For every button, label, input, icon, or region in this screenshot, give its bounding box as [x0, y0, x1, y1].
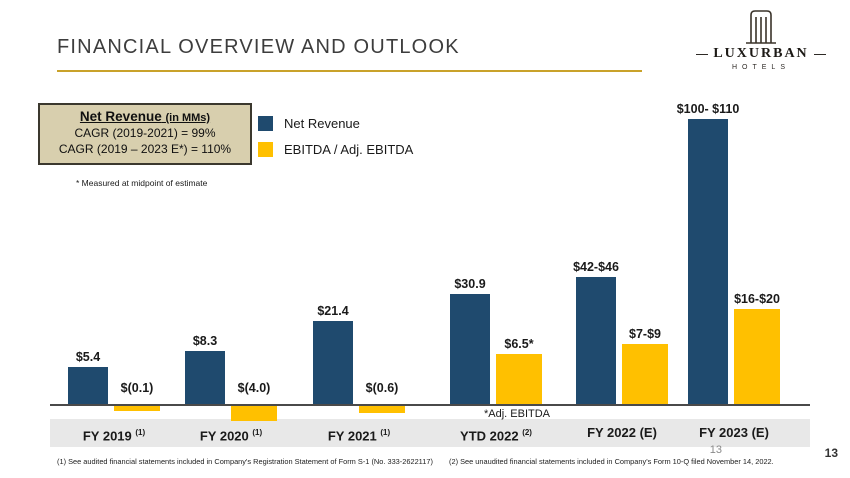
ebitda-swatch [258, 142, 273, 157]
net-revenue-bar [576, 277, 616, 404]
info-box-heading-main: Net Revenue [79, 109, 162, 124]
ebitda-bar [622, 344, 668, 404]
luxurban-logo: LUXURBAN HOTELS [686, 6, 836, 71]
legend-label-net-revenue: Net Revenue [284, 116, 360, 131]
legend-item-ebitda: EBITDA / Adj. EBITDA [258, 142, 413, 157]
net-revenue-value-label: $21.4 [317, 304, 349, 318]
ebitda-value-label: $6.5* [504, 337, 534, 351]
ebitda-bar [734, 309, 780, 404]
chart-legend: Net Revenue EBITDA / Adj. EBITDA [258, 116, 413, 168]
category-label: FY 2022 (E) [587, 425, 657, 440]
bar-group: $100- $110 $16-$20 [677, 95, 780, 425]
net-revenue-bar [68, 367, 108, 404]
bar-group: $30.9 $6.5* [450, 95, 542, 425]
estimate-footnote: * Measured at midpoint of estimate [76, 178, 208, 188]
ebitda-bar [231, 406, 277, 421]
net-revenue-bar [313, 321, 353, 404]
ebitda-value-label: $(0.1) [120, 381, 154, 395]
net-revenue-value-label: $100- $110 [676, 102, 740, 116]
bar-group: $42-$46 $7-$9 [573, 95, 668, 425]
legend-item-net-revenue: Net Revenue [258, 116, 413, 131]
page-number-secondary: 13 [709, 444, 722, 456]
logo-tagline: HOTELS [731, 64, 790, 71]
net-revenue-bar [185, 351, 225, 404]
logo-rule-right [813, 53, 826, 55]
logo-wordmark: LUXURBAN [713, 46, 809, 61]
ebitda-bar [496, 354, 542, 404]
bar-group: $5.4 $(0.1) [68, 95, 160, 425]
page-title: FINANCIAL OVERVIEW AND OUTLOOK [57, 36, 460, 58]
net-revenue-bar [450, 294, 490, 404]
title-underline [57, 70, 642, 72]
legend-label-ebitda: EBITDA / Adj. EBITDA [284, 142, 414, 157]
cagr-line-1: CAGR (2019-2021) = 99% [74, 126, 216, 140]
net-revenue-value-label: $42-$46 [573, 260, 619, 274]
category-label: FY 2021 (1) [327, 428, 391, 444]
ebitda-bar [114, 406, 160, 411]
category-label: FY 2020 (1) [199, 428, 263, 444]
ebitda-bar [359, 406, 405, 413]
bar-group: $21.4 $(0.6) [313, 95, 405, 425]
info-box-heading: Net Revenue (in MMs) [44, 109, 246, 124]
net-revenue-value-label: $30.9 [454, 277, 486, 291]
category-label: YTD 2022 (2) [460, 428, 532, 444]
footnote-2: (2) See unaudited financial statements i… [449, 457, 774, 466]
x-axis [50, 404, 810, 406]
ebitda-value-label: $(0.6) [365, 381, 399, 395]
net-revenue-bar [688, 119, 728, 404]
ebitda-value-label: $(4.0) [237, 381, 271, 395]
category-label: FY 2023 (E) [699, 425, 769, 440]
bar-chart: *Adj. EBITDA $5.4 $(0.1) $8.3 $(4.0) $21.4 $(… [50, 95, 810, 425]
category-label: FY 2019 (1) [82, 428, 146, 444]
net-revenue-value-label: $8.3 [192, 334, 218, 348]
footnotes: (1) See audited financial statements inc… [57, 457, 774, 466]
info-box-heading-suffix: (in MMs) [165, 112, 211, 124]
net-revenue-cagr-box: Net Revenue (in MMs) CAGR (2019-2021) = … [38, 103, 252, 166]
building-icon [746, 10, 776, 44]
ebitda-value-label: $7-$9 [629, 327, 661, 341]
net-revenue-value-label: $5.4 [75, 350, 101, 364]
cagr-line-2: CAGR (2019 – 2023 E*) = 110% [58, 141, 232, 156]
footnote-1: (1) See audited financial statements inc… [57, 457, 433, 466]
bar-group: $8.3 $(4.0) [185, 95, 277, 425]
net-revenue-swatch [258, 116, 273, 131]
adj-ebitda-note: *Adj. EBITDA [483, 408, 551, 420]
ebitda-value-label: $16-$20 [734, 292, 780, 306]
page-number: 13 [824, 446, 838, 460]
category-axis: FY 2019 (1) FY 2020 (1) FY 2021 (1) YTD 202… [50, 419, 810, 447]
logo-rule-left [696, 53, 709, 55]
